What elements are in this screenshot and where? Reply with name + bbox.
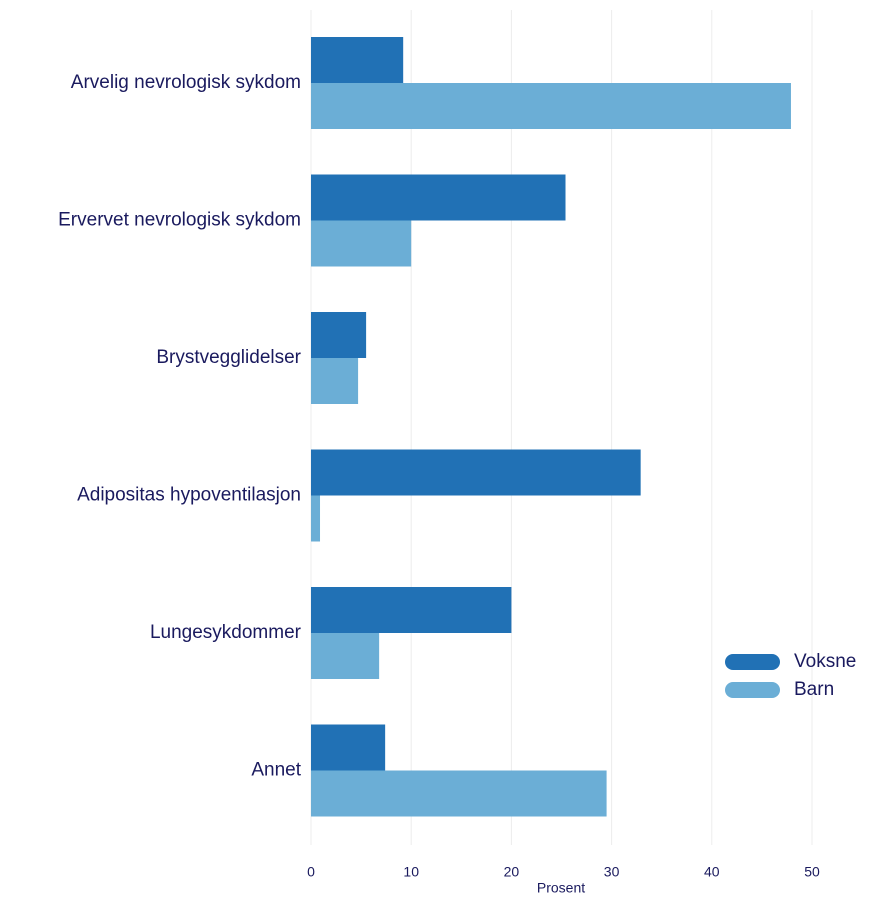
bar — [311, 220, 412, 267]
legend-label: Barn — [794, 679, 834, 700]
x-tick-label: 10 — [403, 864, 419, 880]
legend-swatch — [725, 654, 780, 670]
bar — [311, 770, 607, 817]
bar — [311, 633, 380, 679]
y-tick-label: Lungesykdommer — [150, 622, 302, 643]
y-tick-label: Adipositas hypoventilasjon — [77, 485, 301, 506]
bar — [311, 724, 386, 771]
legend-swatch — [725, 682, 780, 698]
y-tick-label: Ervervet nevrologisk sykdom — [58, 210, 301, 231]
bar — [311, 495, 321, 542]
x-tick-label: 30 — [604, 864, 620, 880]
bar — [311, 37, 404, 83]
x-tick-label: 20 — [504, 864, 520, 880]
y-tick-label: Arvelig nevrologisk sykdom — [71, 72, 301, 93]
x-tick-label: 0 — [307, 864, 315, 880]
bar — [311, 312, 367, 358]
y-tick-label: Brystvegglidelser — [156, 347, 301, 368]
bar — [311, 83, 791, 129]
x-tick-label: 50 — [804, 864, 820, 880]
legend-label: Voksne — [794, 651, 856, 672]
x-axis-label: Prosent — [537, 880, 585, 896]
bar — [311, 174, 566, 221]
bar — [311, 358, 359, 404]
y-tick-label: Annet — [251, 760, 301, 781]
bar — [311, 449, 641, 496]
bar — [311, 587, 512, 633]
x-tick-label: 40 — [704, 864, 720, 880]
